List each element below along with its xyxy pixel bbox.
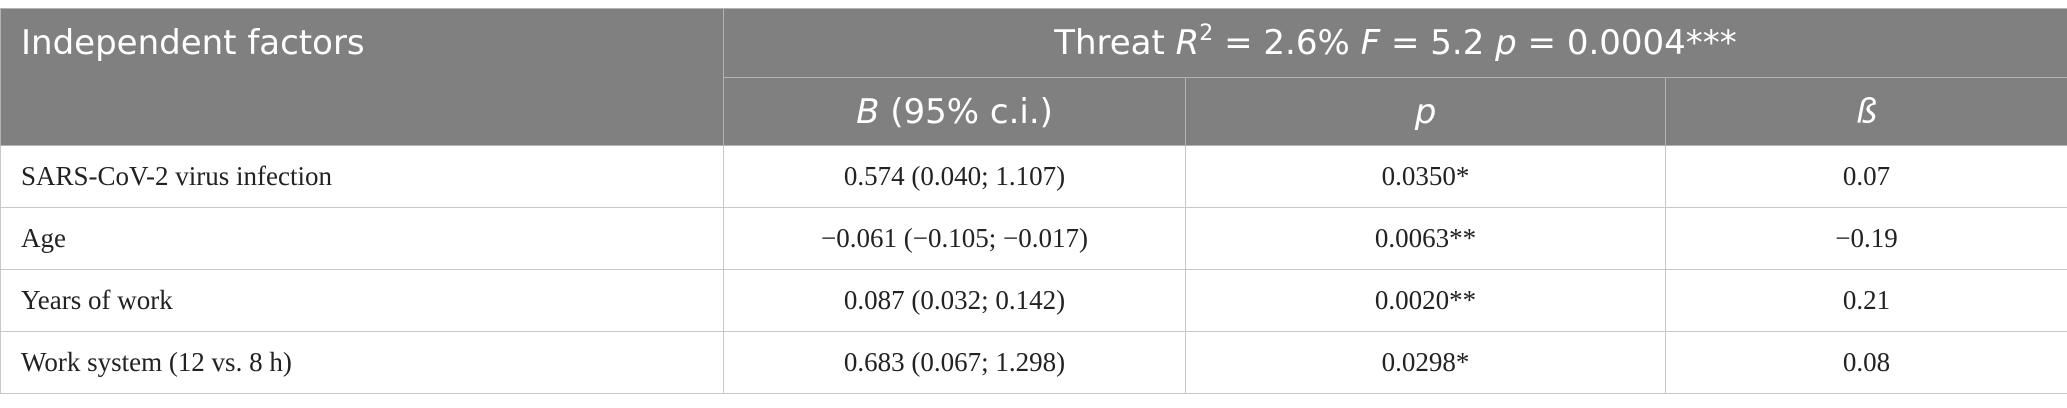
factor-cell: SARS-CoV-2 virus infection bbox=[0, 145, 724, 208]
beta-cell: 0.07 bbox=[1665, 145, 2067, 208]
beta-cell: 0.21 bbox=[1665, 269, 2067, 332]
p-cell: 0.0063** bbox=[1185, 207, 1666, 270]
r2-symbol: R bbox=[1175, 23, 1200, 63]
table-row: SARS-CoV-2 virus infection 0.574 (0.040;… bbox=[0, 145, 2067, 208]
header-row-top: Independent factors Threat R2 = 2.6% F =… bbox=[0, 8, 2067, 146]
b-cell: 0.087 (0.032; 0.142) bbox=[723, 269, 1186, 332]
factor-cell: Age bbox=[0, 207, 724, 270]
f-value: = 5.2 bbox=[1390, 23, 1485, 63]
table-header: Independent factors Threat R2 = 2.6% F =… bbox=[0, 8, 2067, 146]
b-ci-header: B (95% c.i.) bbox=[723, 77, 1186, 146]
regression-table-container: Independent factors Threat R2 = 2.6% F =… bbox=[0, 8, 2067, 394]
independent-factors-header: Independent factors bbox=[0, 8, 724, 146]
header-row-sub: B (95% c.i.) p ß bbox=[1, 77, 2067, 146]
b-cell: 0.683 (0.067; 1.298) bbox=[723, 331, 1186, 394]
p-cell: 0.0298* bbox=[1185, 331, 1666, 394]
b-symbol: B bbox=[856, 91, 880, 132]
p-cell: 0.0020** bbox=[1185, 269, 1666, 332]
p-symbol: p bbox=[1495, 23, 1517, 63]
b-cell: −0.061 (−0.105; −0.017) bbox=[723, 207, 1186, 270]
r2-value: = 2.6% bbox=[1224, 23, 1350, 63]
model-name: Threat bbox=[1054, 23, 1165, 63]
p-value: = 0.0004*** bbox=[1527, 23, 1737, 63]
table-row: Years of work 0.087 (0.032; 0.142) 0.002… bbox=[0, 269, 2067, 332]
beta-cell: 0.08 bbox=[1665, 331, 2067, 394]
table-row: Age −0.061 (−0.105; −0.017) 0.0063** −0.… bbox=[0, 207, 2067, 270]
f-symbol: F bbox=[1360, 23, 1381, 63]
p-cell: 0.0350* bbox=[1185, 145, 1666, 208]
regression-table: Independent factors Threat R2 = 2.6% F =… bbox=[0, 8, 2067, 394]
b-ci-label: (95% c.i.) bbox=[890, 91, 1053, 132]
b-cell: 0.574 (0.040; 1.107) bbox=[723, 145, 1186, 208]
p-header: p bbox=[1185, 77, 1666, 146]
factor-cell: Years of work bbox=[0, 269, 724, 332]
table-body: SARS-CoV-2 virus infection 0.574 (0.040;… bbox=[0, 145, 2067, 394]
beta-cell: −0.19 bbox=[1665, 207, 2067, 270]
factor-cell: Work system (12 vs. 8 h) bbox=[0, 331, 724, 394]
table-row: Work system (12 vs. 8 h) 0.683 (0.067; 1… bbox=[0, 331, 2067, 394]
beta-header: ß bbox=[1665, 77, 2067, 146]
model-summary-header: Threat R2 = 2.6% F = 5.2 p = 0.0004*** bbox=[723, 8, 2067, 78]
r2-superscript: 2 bbox=[1199, 20, 1214, 46]
